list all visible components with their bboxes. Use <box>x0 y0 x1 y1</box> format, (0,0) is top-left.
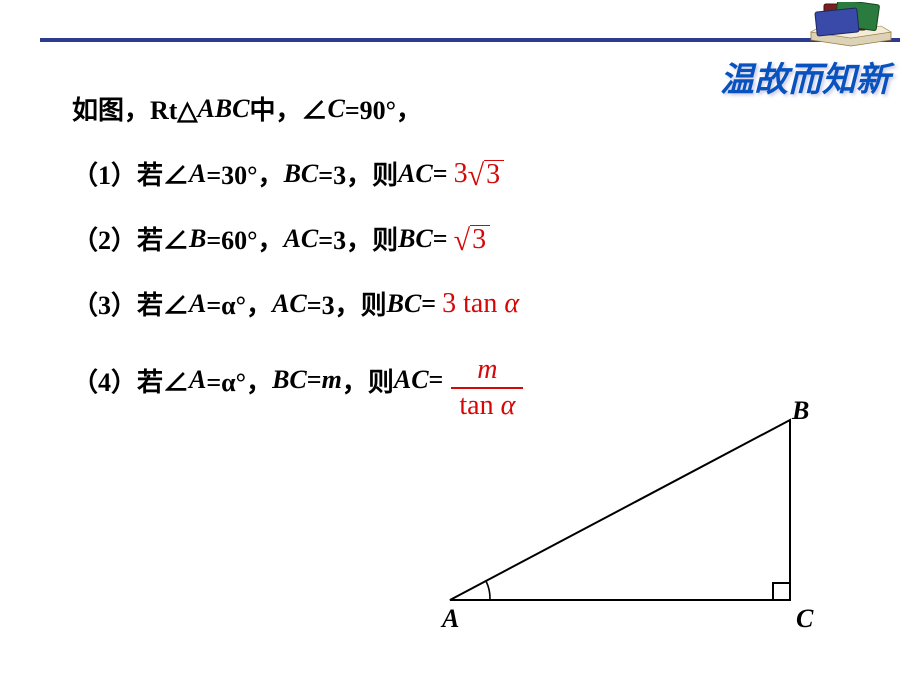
sqrt-arg: 3 <box>470 225 490 254</box>
sqrt-expr: √ 3 <box>454 224 490 253</box>
question-2: （2）若∠B=60°，AC=3，则BC= √ 3 <box>72 220 852 257</box>
label-b: B <box>792 396 809 426</box>
q4-mid2: ，则 <box>342 362 394 399</box>
q2-mid1: =60°， <box>206 220 283 257</box>
q4-eqm: = <box>307 365 322 395</box>
question-3: （3）若∠A=α°，AC=3，则BC= 3 tan α <box>72 285 852 322</box>
q4-mid1: =α°， <box>206 362 272 399</box>
q3-mid2: =3，则 <box>307 285 387 322</box>
q3-a: A <box>189 289 206 319</box>
sqrt-symbol: √ <box>454 228 470 254</box>
q3-prefix: （3）若∠ <box>72 285 189 322</box>
q2-bc: BC <box>398 224 433 254</box>
q2-mid2: =3，则 <box>318 220 398 257</box>
q3-mid1: =α°， <box>206 285 272 322</box>
intro-suffix: =90°， <box>345 90 422 127</box>
q4-a: A <box>189 365 206 395</box>
q3-coeff: 3 <box>442 288 456 320</box>
intro-c: C <box>327 94 344 124</box>
header-divider <box>40 38 900 42</box>
q1-ac: AC <box>398 159 433 189</box>
q1-prefix: （1）若∠ <box>72 155 189 192</box>
q4-prefix: （4）若∠ <box>72 362 189 399</box>
right-angle-mark <box>773 583 790 600</box>
sqrt-symbol: √ <box>468 163 484 189</box>
frac-bar <box>451 387 523 389</box>
q1-a: A <box>189 159 206 189</box>
q1-answer: 3 √ 3 <box>454 158 504 190</box>
intro-line: 如图，Rt△ABC中，∠C=90°， <box>72 90 852 127</box>
q2-prefix: （2）若∠ <box>72 220 189 257</box>
q3-eq: = <box>421 289 436 319</box>
intro-triangle: ABC <box>197 94 249 124</box>
intro-prefix: 如图，Rt△ <box>72 90 197 127</box>
q2-b: B <box>189 224 206 254</box>
q4-bc: BC <box>272 365 307 395</box>
q3-fn: tan <box>463 288 497 320</box>
frac-numerator: m <box>467 356 507 384</box>
q1-coeff: 3 <box>454 158 468 190</box>
q4-ac: AC <box>394 365 429 395</box>
q3-answer: 3 tan α <box>442 288 519 320</box>
angle-arc <box>486 581 490 600</box>
q3-ac: AC <box>272 289 307 319</box>
q3-arg: α <box>504 288 519 320</box>
question-1: （1）若∠A=30°，BC=3，则AC= 3 √ 3 <box>72 155 852 192</box>
triangle-shape <box>450 420 790 600</box>
intro-mid: 中，∠ <box>249 90 327 127</box>
q2-answer: √ 3 <box>454 224 490 253</box>
q1-mid1: =30°， <box>206 155 283 192</box>
content-area: 如图，Rt△ABC中，∠C=90°， （1）若∠A=30°，BC=3，则AC= … <box>72 90 852 442</box>
label-a: A <box>442 604 459 634</box>
q4-m: m <box>322 365 342 395</box>
q1-mid2: =3，则 <box>318 155 398 192</box>
triangle-diagram: A B C <box>430 400 850 660</box>
sqrt-expr: √ 3 <box>468 159 504 188</box>
q3-bc: BC <box>387 289 422 319</box>
q1-bc: BC <box>284 159 319 189</box>
label-c: C <box>796 604 813 634</box>
sqrt-arg: 3 <box>484 160 504 189</box>
q2-eq: = <box>433 224 448 254</box>
q2-ac: AC <box>284 224 319 254</box>
books-icon <box>806 2 896 54</box>
q1-eq: = <box>433 159 448 189</box>
q4-eq: = <box>429 365 444 395</box>
